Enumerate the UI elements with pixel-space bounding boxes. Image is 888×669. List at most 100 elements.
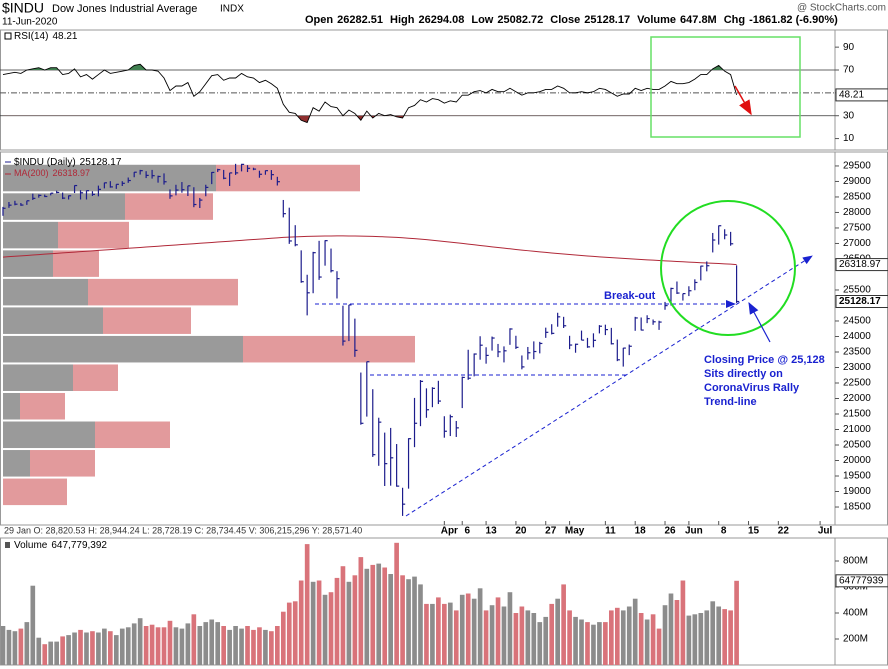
volume-bar xyxy=(197,626,203,665)
y-tick-label: 28500 xyxy=(843,192,871,203)
volume-bar xyxy=(358,557,364,665)
volume-bar xyxy=(704,610,710,665)
vbp-up xyxy=(3,364,73,391)
volume-bar xyxy=(352,575,358,665)
volume-bar xyxy=(513,613,519,665)
volume-bar xyxy=(18,628,24,665)
volume-bar xyxy=(716,606,722,665)
volume-bar xyxy=(227,629,232,665)
volume-bar xyxy=(215,622,221,665)
legend: Volume 647,779,392 xyxy=(14,540,107,551)
volume-bar xyxy=(710,601,716,665)
y-tick-label: 24500 xyxy=(843,316,871,327)
volume-bar xyxy=(66,635,71,665)
volume-bar xyxy=(686,615,692,665)
volume-bar xyxy=(137,618,143,665)
rsi-highlight-box xyxy=(650,36,801,138)
x-tick-label: Jul xyxy=(818,526,833,537)
volume-bar xyxy=(191,614,197,665)
volume-bar xyxy=(90,631,95,665)
vbp-down xyxy=(3,478,67,506)
y-tick-label: 19000 xyxy=(843,486,871,497)
vbp-up xyxy=(3,221,58,249)
volume-bar xyxy=(459,594,465,665)
y-tick-label: 400M xyxy=(843,608,868,619)
note-line: Sits directly on xyxy=(704,368,783,380)
volume-bar xyxy=(370,564,376,665)
volume-bar xyxy=(340,566,346,665)
volume-bar xyxy=(591,624,596,665)
y-tick-label: 25500 xyxy=(843,285,871,296)
legend: MA(200) 26318.97 xyxy=(14,168,90,178)
volume-bar xyxy=(406,579,411,665)
x-tick-label: Jun xyxy=(685,526,703,537)
volume-bar xyxy=(221,626,226,665)
volume-bar xyxy=(143,626,149,665)
rsi-arrow xyxy=(734,85,752,116)
legend-icon xyxy=(4,32,12,40)
volume-bar xyxy=(495,597,501,665)
volume-bar xyxy=(316,580,322,665)
volume-bar xyxy=(275,626,280,665)
value-box-label: 26318.97 xyxy=(839,259,881,270)
annotations: Break-out Closing Price @ 25,128 Sits di… xyxy=(315,36,825,517)
y-tick-label: 70 xyxy=(843,65,855,76)
vbp-up xyxy=(3,335,243,363)
volume-bar xyxy=(108,631,113,665)
quote-value: 647.8M xyxy=(680,14,717,26)
vbp-down xyxy=(30,450,95,477)
quote-value: -1861.82 (-6.90%) xyxy=(749,14,838,26)
x-tick-label: 15 xyxy=(748,526,760,537)
y-tick-label: 90 xyxy=(843,42,855,53)
volume-bar xyxy=(734,580,739,665)
date: 11-Jun-2020 xyxy=(2,17,58,28)
x-tick-label: May xyxy=(565,526,585,537)
volume-bar xyxy=(84,632,89,665)
value-box-label: 48.21 xyxy=(839,90,864,101)
y-tick-label: 23000 xyxy=(843,362,871,373)
volume-bar xyxy=(78,629,83,665)
vbp-up xyxy=(3,278,88,306)
volume-bar xyxy=(424,603,429,665)
y-tick-label: 24000 xyxy=(843,331,871,342)
volume-bar xyxy=(251,629,256,665)
vbp-up xyxy=(3,392,20,420)
volume-bar xyxy=(149,624,155,665)
volume-bar xyxy=(567,610,572,665)
vbp-down xyxy=(216,164,360,192)
y-tick-label: 800M xyxy=(843,556,868,567)
x-tick-label: 20 xyxy=(515,526,527,537)
y-tick-label: 200M xyxy=(843,634,868,645)
volume-bar xyxy=(167,620,173,665)
volume-bar xyxy=(680,580,686,665)
y-tick-label: 23500 xyxy=(843,347,871,358)
plot xyxy=(0,63,835,665)
exchange: INDX xyxy=(220,4,244,15)
volume-bar xyxy=(292,601,298,665)
volume-bar xyxy=(382,567,388,665)
y-tick-label: 29500 xyxy=(843,161,871,172)
vbp-up xyxy=(3,450,30,477)
volume-bar xyxy=(507,592,513,665)
quote-label: Chg xyxy=(724,14,745,26)
volume-bar xyxy=(698,613,704,665)
volume-bar xyxy=(388,574,393,665)
volume-bar xyxy=(549,603,555,665)
volume-bar xyxy=(531,613,537,665)
volume-bar xyxy=(209,619,215,665)
legend: $INDU (Daily) 25128.17 xyxy=(14,157,122,168)
volume-bar xyxy=(269,631,274,665)
volume-bar xyxy=(298,580,304,665)
oversold-fill xyxy=(297,115,404,123)
volume-bar xyxy=(72,632,77,665)
legend-icon xyxy=(5,542,10,548)
y-tick-label: 19500 xyxy=(843,471,871,482)
volume-bar xyxy=(346,581,352,665)
quote-label: Volume xyxy=(637,14,676,26)
volume-bar xyxy=(465,593,471,665)
y-tick-label: 27000 xyxy=(843,238,871,249)
quote-value: 25128.17 xyxy=(584,14,630,26)
volume-bar xyxy=(185,623,191,665)
volume-bar xyxy=(233,626,238,665)
